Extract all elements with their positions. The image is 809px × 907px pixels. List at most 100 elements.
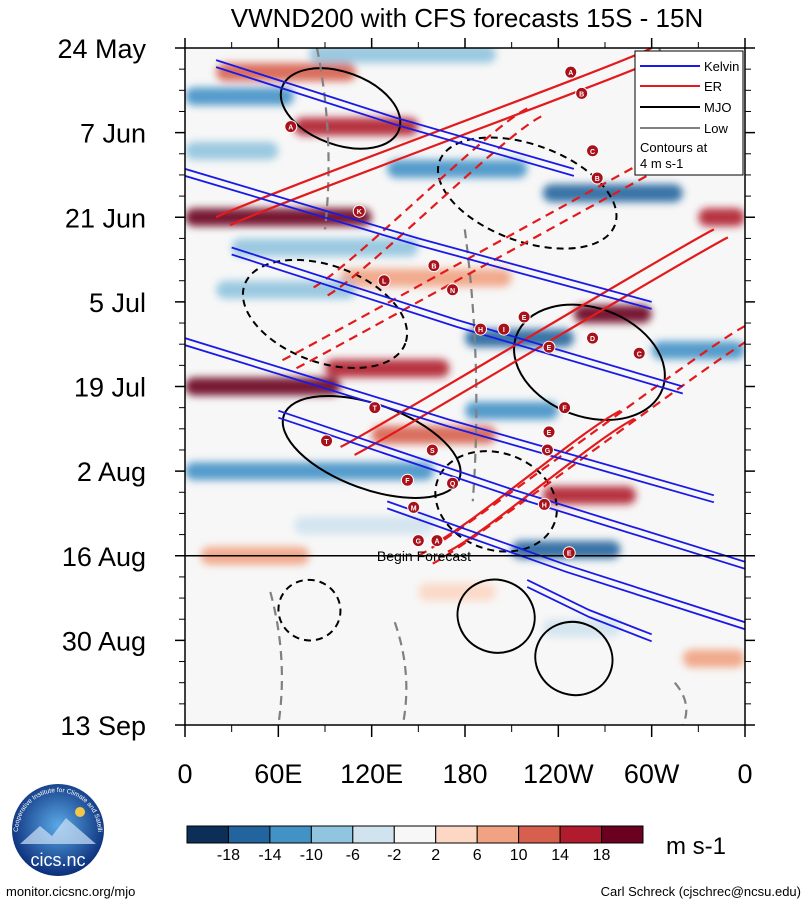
colorbar-swatch [227, 825, 271, 844]
storm-letter: M [411, 505, 417, 512]
anomaly-band [231, 238, 419, 257]
kelvin-contour [386, 507, 745, 631]
author-credit: Carl Schreck (cjschrec@ncsu.edu) [600, 884, 801, 899]
storm-marker: F [558, 401, 572, 415]
storm-marker: I [497, 322, 511, 336]
colorbar-label: 14 [551, 847, 569, 864]
colorbar-swatch [269, 825, 312, 844]
anomaly-band [682, 649, 745, 668]
storm-symbol [542, 340, 556, 354]
x-tick-label: 180 [442, 759, 487, 789]
storm-marker: T [320, 434, 334, 448]
low-contour [463, 229, 478, 502]
kelvin-contour [185, 175, 652, 310]
storm-symbol [542, 425, 556, 439]
x-tick-label: 120E [340, 759, 403, 789]
colorbar-swatch [310, 825, 354, 844]
kelvin-contour [526, 579, 652, 636]
storm-letter: C [637, 351, 642, 358]
storm-marker: K [352, 204, 366, 218]
colorbar-label: -14 [258, 847, 281, 864]
storm-marker: G [411, 534, 425, 548]
storm-markers: A B A C B K B L N E H I D E C T F E T S G F Q H M G A E [284, 65, 646, 560]
storm-symbol [537, 497, 551, 511]
storm-letter: Q [450, 481, 456, 488]
kelvin-contour [386, 500, 745, 624]
x-tick-label: 0 [737, 759, 752, 789]
kelvin-contour [278, 416, 745, 570]
colorbar-swatch [518, 825, 561, 844]
storm-symbol [411, 534, 425, 548]
storm-symbol [562, 546, 576, 560]
storm-marker: Q [446, 476, 460, 490]
storm-marker: B [590, 171, 604, 185]
er-contour [229, 55, 667, 227]
kelvin-contour [526, 586, 652, 643]
storm-marker: E [542, 340, 556, 354]
kelvin-contour [278, 409, 745, 563]
storm-marker: H [474, 322, 488, 336]
x-tick-label: 0 [177, 759, 192, 789]
x-tick-label: 120W [523, 759, 594, 789]
anomaly-band [542, 486, 637, 505]
anomaly-band [293, 516, 434, 535]
colorbar: -18 -14 -10 -6 -2 2 6 10 14 18 [186, 825, 644, 864]
anomaly-band [185, 87, 294, 106]
storm-letter: G [545, 448, 551, 455]
colorbar-label: -18 [217, 847, 240, 864]
storm-marker: B [575, 86, 589, 100]
low-contour [315, 48, 330, 230]
storm-letter: E [522, 315, 527, 322]
storm-letter: T [324, 439, 329, 446]
colorbar-swatch [476, 825, 520, 844]
storm-symbol [377, 274, 391, 288]
colorbar-swatch [352, 825, 395, 844]
legend-label-er: ER [704, 79, 722, 94]
legend-note-2: 4 m s-1 [640, 156, 683, 171]
y-tick-label: 30 Aug [62, 626, 146, 656]
storm-marker: A [430, 534, 444, 548]
low-contour [393, 621, 408, 725]
anomaly-band [185, 208, 372, 227]
anomaly-band [185, 141, 279, 160]
cicsnc-logo: Cooperative Institute for Climate and Sa… [4, 777, 110, 878]
storm-symbol [558, 401, 572, 415]
storm-marker: L [377, 274, 391, 288]
storm-symbol [427, 259, 441, 273]
er-contour [354, 236, 729, 456]
anomaly-band [185, 462, 434, 481]
mjo-contour [534, 620, 614, 697]
er-contour [308, 107, 528, 291]
storm-symbol [517, 310, 531, 324]
storm-symbol [540, 443, 554, 457]
x-tick-label: 60W [624, 759, 680, 789]
storm-letter: E [547, 345, 552, 352]
mjo-contour [434, 450, 558, 553]
storm-marker: T [368, 401, 382, 415]
source-url[interactable]: monitor.cicsnc.org/mjo [6, 884, 136, 899]
y-tick-label: 16 Aug [62, 542, 146, 572]
storm-letter: G [416, 539, 422, 546]
storm-symbol [632, 346, 646, 360]
colorbar-label: -10 [300, 847, 323, 864]
y-tick-label: 21 Jun [65, 203, 146, 233]
low-contour [673, 681, 688, 725]
anomaly-band [325, 359, 450, 378]
colorbar-swatch [393, 825, 437, 844]
y-tick-label: 13 Sep [60, 711, 146, 741]
storm-symbol [407, 500, 421, 514]
colorbar-unit: m s-1 [666, 833, 726, 860]
storm-letter: E [547, 430, 552, 437]
storm-letter: A [568, 70, 573, 77]
storm-marker: C [632, 346, 646, 360]
storm-symbol [497, 322, 511, 336]
mjo-contour [456, 578, 536, 654]
er-contour [433, 409, 622, 545]
storm-letter: B [431, 264, 436, 271]
storm-marker: E [542, 425, 556, 439]
colorbar-swatch [186, 825, 229, 844]
storm-symbol [284, 120, 298, 134]
storm-letter: S [430, 448, 435, 455]
storm-letter: N [450, 288, 455, 295]
anomaly-band [216, 63, 357, 82]
